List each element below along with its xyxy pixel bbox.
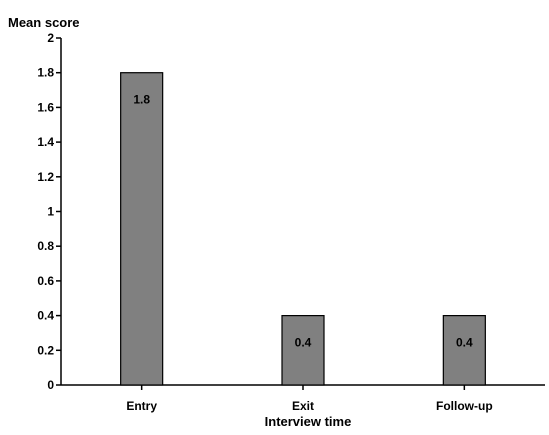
data-label: 0.4 [456,336,473,350]
y-tick-label: 1 [47,205,54,219]
y-tick-label: 0.4 [37,309,54,323]
y-tick-label: 0.6 [37,274,54,288]
x-tick-label: Follow-up [436,399,493,413]
bar-entry [120,72,164,386]
y-tick-label: 0 [47,378,54,392]
data-label: 1.8 [133,93,150,107]
x-tick-label: Entry [126,399,157,413]
y-ticks: 0 0.2 0.4 0.6 0.8 1 1.2 1.4 1.6 1.8 2 [37,31,61,392]
y-tick-label: 1.8 [37,66,54,80]
bar-exit [281,315,325,386]
bar-follow-up [442,315,486,386]
y-tick-label: 1.4 [37,135,54,149]
data-label: 0.4 [295,336,312,350]
y-tick-label: 1.2 [37,170,54,184]
y-tick-label: 0.8 [37,239,54,253]
y-tick-label: 2 [47,31,54,45]
bars: 1.8 0.4 0.4 [120,72,486,386]
x-tick-label: Exit [292,399,314,413]
y-tick-label: 0.2 [37,343,54,357]
y-axis-title: Mean score [8,15,80,30]
y-tick-label: 1.6 [37,100,54,114]
x-ticks: Entry Exit Follow-up [126,385,493,413]
x-axis-title: Interview time [265,414,352,429]
